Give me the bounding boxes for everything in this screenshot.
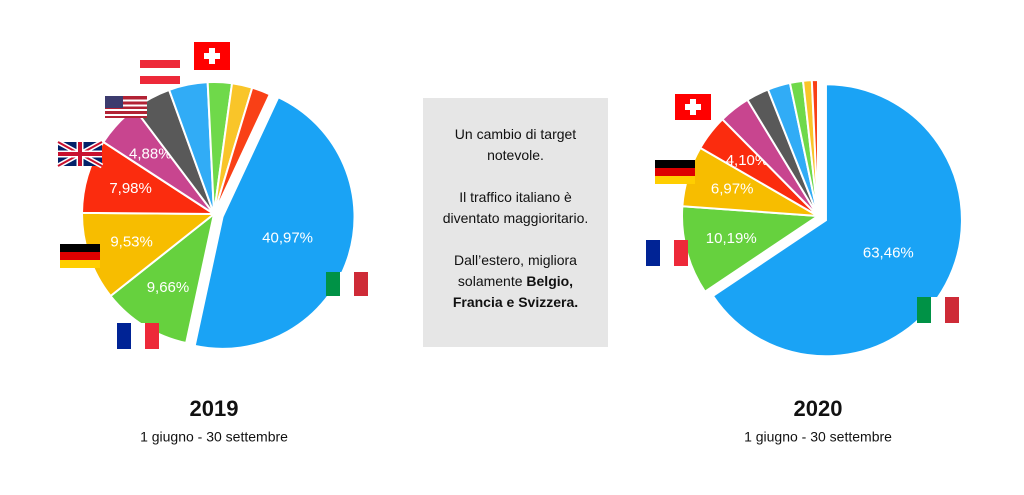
flag-austria	[140, 60, 180, 84]
flag-switzerland	[194, 42, 230, 70]
chart-subtitle: 1 giugno - 30 settembre	[140, 429, 288, 445]
note-text: Il traffico italiano è diventato maggior…	[442, 189, 589, 226]
flag-italy	[917, 297, 959, 323]
value-label: 63,46%	[863, 245, 914, 262]
value-label: 6,97%	[711, 181, 754, 198]
chart-title: 2019	[190, 396, 239, 421]
pie-slice	[810, 78, 819, 217]
note-text: Un cambio di target notevole.	[454, 126, 577, 163]
flag-italy	[326, 272, 368, 296]
pie: 63,46%10,19%6,97%4,10%	[681, 78, 963, 358]
pie-slice	[213, 86, 272, 215]
value-label: 40,97%	[262, 230, 313, 247]
flag-uk	[56, 139, 104, 169]
value-label: 9,53%	[110, 233, 153, 250]
chart-title: 2020	[794, 396, 843, 421]
note-text: Dall’estero, migliora solamente	[454, 252, 577, 289]
pie-slice	[711, 83, 963, 358]
flag-germany	[60, 244, 100, 268]
flags	[56, 42, 959, 349]
value-label: 7,98%	[109, 180, 152, 197]
flag-france	[117, 323, 159, 349]
flag-france	[646, 240, 688, 266]
flag-switzerland	[675, 94, 711, 120]
chart-subtitle: 1 giugno - 30 settembre	[744, 429, 892, 445]
pie-slice	[193, 95, 356, 350]
value-label: 10,19%	[706, 230, 757, 247]
flag-germany	[655, 160, 695, 184]
note-box: Un cambio di target notevole. Il traffic…	[423, 98, 608, 347]
pie: 40,97% 9,66% 9,53% 7,98% 4,88%	[80, 81, 356, 350]
note-bold: Belgio, Francia e Svizzera.	[452, 273, 579, 310]
note-text: Dall’estero, migliora solamente Belgio, …	[437, 250, 594, 313]
value-label: 4,88%	[129, 146, 172, 163]
flag-usa	[105, 96, 147, 118]
value-label: 9,66%	[147, 279, 190, 296]
